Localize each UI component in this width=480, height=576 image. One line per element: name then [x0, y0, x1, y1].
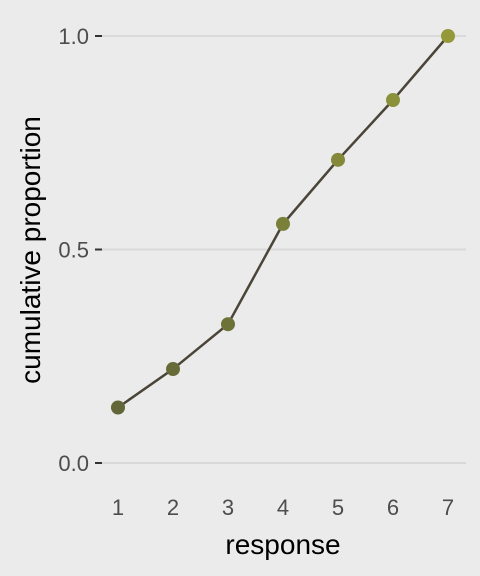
y-tick-label: 0.5 — [58, 238, 89, 263]
data-point — [331, 152, 345, 167]
y-axis: 0.0 0.5 1.0 — [58, 24, 102, 476]
y-tick-label: 1.0 — [58, 24, 89, 49]
data-point — [386, 93, 400, 108]
x-tick-label: 5 — [332, 495, 344, 520]
data-point — [111, 400, 125, 415]
x-axis: 1 2 3 4 5 6 7 — [112, 495, 454, 520]
data-points — [111, 29, 455, 415]
x-tick-label: 3 — [222, 495, 234, 520]
data-point — [221, 317, 235, 332]
x-tick-label: 2 — [167, 495, 179, 520]
data-point — [166, 362, 180, 377]
x-tick-label: 6 — [387, 495, 399, 520]
x-tick-label: 1 — [112, 495, 124, 520]
x-tick-label: 7 — [442, 495, 454, 520]
x-tick-label: 4 — [277, 495, 289, 520]
data-point — [276, 216, 290, 231]
grid-lines — [102, 35, 466, 464]
y-axis-title: cumulative proportion — [15, 116, 46, 384]
y-tick-label: 0.0 — [58, 451, 89, 476]
x-axis-title: response — [225, 529, 340, 560]
data-point — [441, 29, 455, 43]
